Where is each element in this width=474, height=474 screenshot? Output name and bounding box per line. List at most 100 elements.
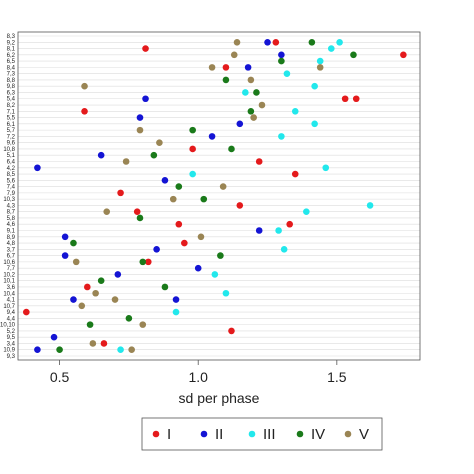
y-tick-label: 6,1 (7, 122, 16, 128)
data-point (219, 183, 227, 190)
data-point (258, 101, 266, 109)
data-point (291, 170, 299, 178)
legend-label: V (359, 426, 369, 443)
data-point (139, 321, 147, 328)
data-point (244, 64, 252, 71)
y-tick-label: 10,4 (3, 291, 15, 297)
data-point (153, 246, 160, 253)
data-point (189, 170, 196, 178)
data-point (86, 321, 94, 328)
data-point (50, 333, 58, 341)
y-tick-label: 10,8 (3, 147, 15, 153)
data-point (61, 252, 69, 259)
data-point (352, 95, 360, 103)
y-tick-label: 5,7 (7, 128, 16, 134)
data-point (247, 107, 255, 115)
data-point (139, 258, 147, 266)
data-point (100, 340, 108, 347)
data-point (286, 220, 293, 228)
x-tick-labels: 0.5 1.0 1.5 (50, 360, 347, 385)
data-point (233, 38, 241, 46)
y-tick-label: 5,1 (7, 153, 16, 159)
data-point (172, 296, 180, 303)
data-point (316, 57, 324, 65)
legend-label: II (215, 426, 223, 443)
data-point (136, 114, 144, 121)
data-point (34, 346, 41, 354)
data-point (222, 289, 230, 297)
x-tick-label: 1.5 (327, 369, 347, 385)
data-point (255, 158, 263, 165)
y-tick-label: 4,3 (7, 203, 16, 209)
data-point (230, 51, 238, 59)
data-point (228, 327, 235, 335)
data-point (111, 296, 119, 303)
data-point (136, 214, 144, 222)
data-point (97, 277, 105, 285)
data-point (322, 164, 330, 172)
data-point (189, 126, 196, 134)
data-point (208, 64, 216, 71)
data-point (311, 120, 318, 128)
y-tick-label: 6,7 (7, 254, 16, 260)
y-tick-label: 8,7 (7, 210, 16, 216)
y-tick-label: 5,6 (7, 178, 16, 184)
legend-label: I (167, 426, 171, 443)
y-tick-label: 9,3 (7, 354, 16, 360)
y-tick-label: 7,4 (7, 185, 16, 191)
data-point (81, 82, 88, 90)
y-tick-label: 3,6 (7, 285, 16, 291)
data-point (197, 233, 205, 241)
y-tick-label: 8,8 (7, 78, 16, 84)
y-tick-label: 5,2 (7, 329, 16, 335)
data-point (303, 208, 310, 215)
data-points (23, 38, 407, 354)
y-tick-label: 10,1 (3, 279, 15, 285)
data-point (142, 95, 149, 103)
y-tick-label: 6,4 (7, 159, 16, 165)
y-tick-label: 7,2 (7, 134, 16, 140)
data-point (327, 45, 335, 52)
data-point (283, 70, 291, 77)
data-point (247, 76, 255, 84)
data-point (128, 346, 135, 354)
data-point (172, 308, 180, 316)
data-point (34, 164, 41, 172)
data-point (208, 133, 216, 140)
data-point (211, 271, 219, 278)
y-tick-label: 6,3 (7, 90, 16, 96)
data-point (242, 89, 249, 96)
y-tick-label: 3,4 (7, 341, 16, 347)
data-point (194, 264, 202, 272)
data-point (400, 51, 407, 59)
y-tick-label: 7,7 (7, 266, 16, 272)
legend: I II III IV V (141, 417, 383, 451)
data-point (70, 296, 77, 303)
data-point (217, 252, 224, 259)
data-point (341, 95, 349, 103)
data-point (156, 139, 163, 146)
data-point (228, 145, 235, 153)
y-tick-label: 6,2 (7, 53, 16, 59)
data-point (250, 114, 257, 121)
data-point (308, 38, 316, 46)
data-point (125, 315, 133, 322)
legend-box (141, 417, 383, 451)
data-point (278, 57, 285, 65)
data-point (236, 202, 244, 209)
data-point (175, 183, 183, 190)
y-tick-label: 9,4 (7, 310, 16, 316)
legend-label: IV (311, 426, 325, 443)
axes (17, 31, 421, 361)
y-tick-label: 7,1 (7, 109, 16, 115)
legend-marker (296, 430, 304, 438)
data-point (253, 89, 260, 96)
plot-frame (17, 31, 421, 361)
legend-marker (200, 430, 208, 438)
data-point (70, 239, 77, 247)
y-tick-label: 4,2 (7, 166, 16, 172)
y-tick-label: 8,2 (7, 103, 16, 109)
y-tick-label: 9,2 (7, 40, 16, 46)
data-point (350, 51, 357, 59)
y-tick-label: 5,4 (7, 97, 16, 103)
